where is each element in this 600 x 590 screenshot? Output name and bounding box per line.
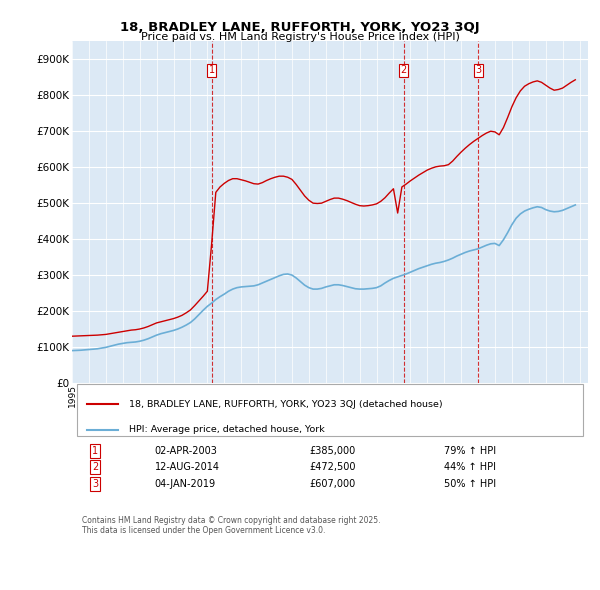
Text: Price paid vs. HM Land Registry's House Price Index (HPI): Price paid vs. HM Land Registry's House … — [140, 32, 460, 42]
Text: 3: 3 — [475, 65, 481, 75]
Text: 3: 3 — [92, 478, 98, 489]
Text: 2: 2 — [92, 463, 98, 473]
Text: 1: 1 — [92, 446, 98, 456]
Text: £385,000: £385,000 — [310, 446, 356, 456]
Text: 18, BRADLEY LANE, RUFFORTH, YORK, YO23 3QJ: 18, BRADLEY LANE, RUFFORTH, YORK, YO23 3… — [120, 21, 480, 34]
Text: 18, BRADLEY LANE, RUFFORTH, YORK, YO23 3QJ (detached house): 18, BRADLEY LANE, RUFFORTH, YORK, YO23 3… — [129, 399, 442, 408]
Text: 1: 1 — [209, 65, 215, 75]
Text: HPI: Average price, detached house, York: HPI: Average price, detached house, York — [129, 425, 325, 434]
Text: Contains HM Land Registry data © Crown copyright and database right 2025.
This d: Contains HM Land Registry data © Crown c… — [82, 516, 381, 535]
Text: 2: 2 — [400, 65, 407, 75]
Text: 50% ↑ HPI: 50% ↑ HPI — [443, 478, 496, 489]
Text: 02-APR-2003: 02-APR-2003 — [155, 446, 217, 456]
Text: 44% ↑ HPI: 44% ↑ HPI — [443, 463, 496, 473]
FancyBboxPatch shape — [77, 384, 583, 435]
Text: 12-AUG-2014: 12-AUG-2014 — [155, 463, 220, 473]
Text: £607,000: £607,000 — [310, 478, 356, 489]
Text: 04-JAN-2019: 04-JAN-2019 — [155, 478, 215, 489]
Text: 79% ↑ HPI: 79% ↑ HPI — [443, 446, 496, 456]
Text: £472,500: £472,500 — [310, 463, 356, 473]
